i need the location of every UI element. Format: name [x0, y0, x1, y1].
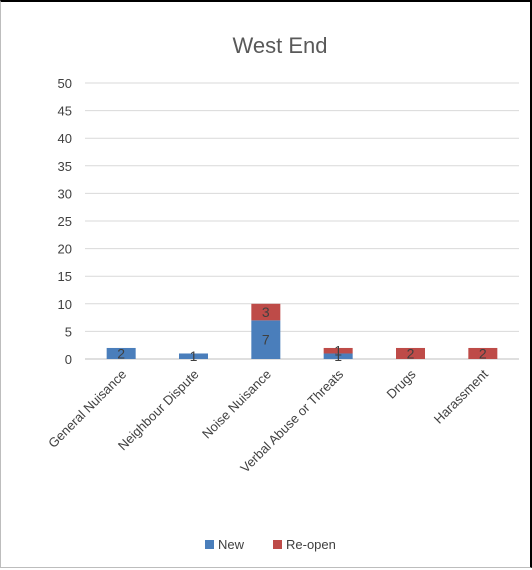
data-label: 1: [334, 343, 342, 359]
data-label: 2: [479, 345, 487, 361]
data-label: 7: [262, 332, 270, 348]
bar-re-open: [323, 347, 353, 354]
data-label: 2: [407, 345, 415, 361]
gridlines: [85, 82, 519, 360]
data-label: 1: [190, 348, 198, 364]
data-label: 2: [117, 345, 125, 361]
y-tick-label: 20: [58, 242, 72, 257]
bar-re-open: [396, 347, 425, 359]
y-tick-label: 30: [58, 186, 72, 201]
y-tick-label: 10: [58, 297, 72, 312]
data-label: 3: [262, 304, 270, 320]
chart-title: West End: [233, 33, 328, 58]
data-label: 1: [334, 348, 342, 364]
y-tick-label: 35: [58, 159, 72, 174]
y-tick-label: 5: [65, 324, 72, 339]
bar-new: [106, 347, 136, 359]
y-tick-label: 45: [58, 104, 72, 119]
y-tick-label: 0: [65, 352, 72, 367]
legend-label: Re-open: [286, 537, 336, 552]
y-tick-label: 50: [58, 76, 72, 91]
y-axis: 0 5 10 15 20 25 30 35 40 45 50: [58, 76, 72, 367]
x-tick-label: Harassment: [431, 366, 491, 426]
legend-swatch: [205, 540, 214, 549]
legend-swatch: [273, 540, 282, 549]
legend: New Re-open: [205, 537, 336, 552]
bar-re-open: [468, 347, 498, 359]
bar-re-open: [251, 303, 281, 321]
y-tick-label: 15: [58, 269, 72, 284]
bar-new: [179, 353, 208, 359]
bar-new: [251, 320, 281, 359]
x-tick-label: Noise Nuisance: [199, 367, 274, 442]
y-tick-label: 40: [58, 131, 72, 146]
bar-new: [323, 353, 353, 359]
x-tick-label: General Nuisance: [45, 367, 129, 451]
x-tick-label: Neighbour Dispute: [115, 367, 202, 454]
y-tick-label: 25: [58, 214, 72, 229]
legend-label: New: [218, 537, 245, 552]
x-tick-label: Drugs: [383, 366, 418, 401]
